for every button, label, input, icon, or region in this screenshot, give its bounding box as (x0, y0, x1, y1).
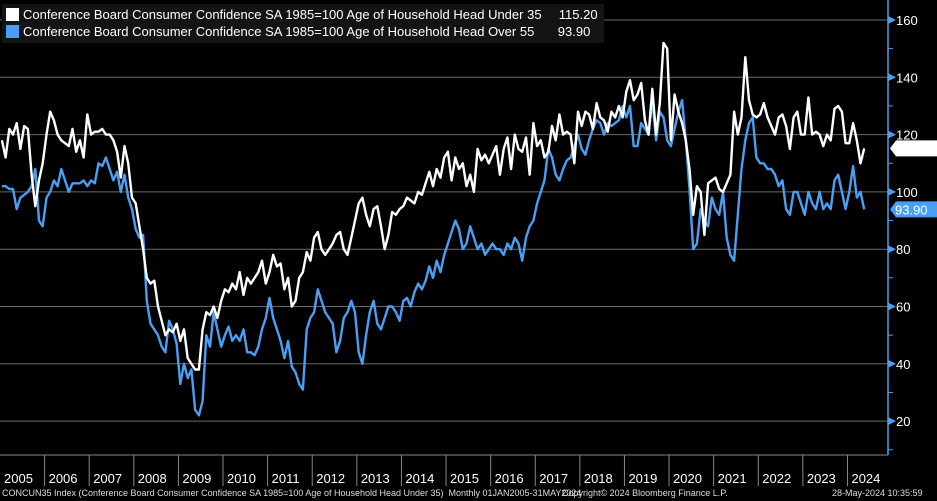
legend-item-under-35: Conference Board Consumer Confidence SA … (6, 6, 598, 23)
x-tick-label: 2021 (718, 471, 747, 486)
y-tick-marker (888, 130, 896, 139)
legend-value: 93.90 (557, 24, 591, 39)
x-tick-label: 2006 (49, 471, 78, 486)
x-tick-label: 2005 (4, 471, 33, 486)
x-tick-label: 2016 (495, 471, 524, 486)
x-tick-label: 2022 (762, 471, 791, 486)
x-tick-label: 2020 (673, 471, 702, 486)
last-value-tag (890, 201, 937, 218)
legend-label: Conference Board Consumer Confidence SA … (23, 24, 535, 39)
y-tick-label: 80 (896, 242, 910, 257)
legend-swatch-white (6, 8, 19, 21)
y-axis: 20 40 60 80 100 120 140 160 (887, 0, 918, 455)
y-tick-marker (888, 245, 896, 254)
y-tick-marker (888, 359, 896, 368)
footer-index-description: CONCUN35 Index (Conference Board Consume… (2, 488, 582, 498)
x-tick-label: 2017 (539, 471, 568, 486)
y-tick-marker (888, 187, 896, 196)
x-tick-label: 2019 (628, 471, 657, 486)
y-tick-label: 60 (896, 300, 910, 315)
x-tick-label: 2015 (450, 471, 479, 486)
legend-swatch-blue (6, 25, 19, 38)
y-tick-label: 140 (896, 70, 918, 85)
footer-copyright: Copyright© 2024 Bloomberg Finance L.P. (562, 488, 728, 498)
y-tick-marker (888, 302, 896, 311)
legend: Conference Board Consumer Confidence SA … (2, 4, 604, 43)
x-tick-label: 2009 (182, 471, 211, 486)
y-tick-marker (888, 417, 896, 426)
x-tick-label: 2007 (93, 471, 122, 486)
x-tick-label: 2018 (584, 471, 613, 486)
y-tick-label: 40 (896, 357, 910, 372)
y-tick-marker (888, 16, 896, 24)
last-value-label: 115.20 (895, 141, 934, 156)
y-tick-label: 100 (896, 185, 918, 200)
x-tick-label: 2012 (316, 471, 345, 486)
x-tick-label: 2008 (138, 471, 167, 486)
x-axis: 2005 2006 2007 2008 2009 2010 2011 2012 2013 2014… (0, 454, 888, 486)
x-tick-label: 2010 (227, 471, 256, 486)
last-value-tags: 93.90 115.20 (890, 140, 937, 218)
x-tick-label: 2024 (851, 471, 880, 486)
y-tick-label: 20 (896, 414, 910, 429)
last-value-label: 93.90 (895, 202, 928, 217)
y-tick-label: 120 (896, 128, 918, 143)
x-tick-label: 2013 (361, 471, 390, 486)
legend-value: 115.20 (558, 7, 598, 22)
series-line (0, 41, 866, 371)
x-tick-label: 2014 (405, 471, 434, 486)
footer-timestamp: 28-May-2024 10:35:59 (832, 488, 923, 498)
series-line (1, 98, 866, 417)
legend-label: Conference Board Consumer Confidence SA … (23, 7, 542, 22)
footer: CONCUN35 Index (Conference Board Consume… (2, 488, 935, 498)
x-tick-label: 2011 (272, 471, 300, 486)
series-lines (0, 41, 866, 417)
x-tick-label: 2023 (807, 471, 836, 486)
y-tick-marker (888, 73, 896, 82)
last-value-tag (890, 140, 937, 157)
y-tick-label: 160 (896, 13, 918, 28)
legend-item-over-55: Conference Board Consumer Confidence SA … (6, 23, 598, 40)
